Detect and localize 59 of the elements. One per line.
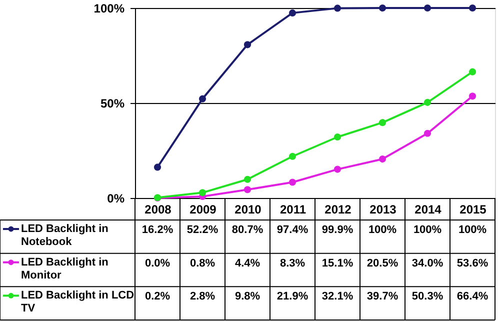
point (288, 9, 296, 16)
point (288, 178, 296, 186)
data-label: 16.2% (142, 224, 174, 236)
data-label: 66.4% (456, 290, 488, 303)
data-label: 32.1% (322, 290, 354, 303)
point (424, 130, 432, 137)
x-tick-label: 2009 (190, 202, 217, 216)
data-label: 50.3% (412, 290, 444, 303)
legend-label: LED Backlight in LCD TV (21, 290, 134, 315)
data-label: 100% (458, 224, 487, 236)
x-tick-label: 2012 (324, 202, 352, 216)
legend-label: LED Backlight in Monitor (21, 256, 109, 282)
data-label: 80.7% (232, 224, 264, 236)
point (334, 133, 342, 141)
x-tick-label: 2008 (144, 202, 172, 216)
data-label: 0.2% (144, 290, 170, 303)
x-tick-label: 2010 (234, 202, 262, 216)
data-label: 100% (413, 224, 442, 236)
data-label: 9.8% (234, 290, 260, 303)
data-label: 39.7% (366, 290, 398, 303)
data-label: 97.4% (276, 224, 308, 236)
y-tick-label: 50% (100, 96, 125, 110)
point (244, 186, 252, 194)
point (378, 4, 386, 12)
point (468, 4, 476, 12)
data-label: 20.5% (366, 257, 398, 270)
point (424, 98, 432, 106)
point (468, 92, 476, 100)
point (378, 156, 386, 163)
data-label: 15.1% (322, 257, 354, 270)
data-label: 100% (368, 224, 397, 236)
x-tick-label: 2014 (414, 202, 442, 216)
point (378, 119, 386, 126)
y-tick-label: 100% (94, 2, 125, 16)
data-label: 4.4% (234, 257, 260, 270)
data-label: 0.0% (144, 257, 170, 270)
point (334, 166, 342, 173)
point (468, 68, 476, 76)
y-tick-label: 0% (107, 192, 125, 206)
point (154, 164, 162, 171)
x-tick-label: 2015 (460, 202, 487, 216)
point (288, 152, 296, 160)
point (244, 176, 252, 183)
x-tick-label: 2011 (280, 202, 306, 216)
data-label: 8.3% (280, 257, 306, 270)
data-label: 53.6% (456, 257, 488, 270)
point (244, 41, 252, 48)
legend-label: LED Backlight in Notebook (21, 223, 109, 248)
data-label: 34.0% (412, 257, 444, 270)
x-tick-label: 2013 (370, 202, 397, 216)
data-label: 52.2% (186, 224, 218, 236)
point (424, 4, 432, 12)
data-label: 21.9% (276, 290, 308, 303)
data-label: 2.8% (190, 290, 216, 303)
point (198, 189, 206, 196)
point (198, 95, 206, 102)
data-label: 99.9% (322, 224, 354, 236)
data-label: 0.8% (190, 257, 216, 270)
point (334, 4, 342, 12)
